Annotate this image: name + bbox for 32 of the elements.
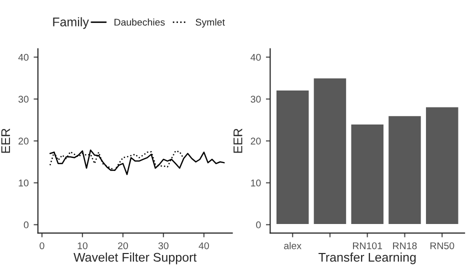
y-tick-label: 30 [18, 96, 29, 103]
y-tick-label: 40 [18, 54, 29, 61]
y-tick-label: 40 [250, 54, 261, 61]
bar [350, 123, 385, 226]
x-axis-title: Wavelet Filter Support [74, 252, 197, 264]
x-tick-label: 0 [40, 242, 44, 250]
x-tick-label: 10 [78, 242, 88, 250]
line-series [49, 150, 225, 176]
y-tick-label: 30 [250, 96, 261, 103]
bar [424, 106, 460, 226]
bar [387, 114, 422, 226]
y-tick-label: 10 [18, 180, 29, 186]
y-tick-label: 0 [256, 221, 261, 228]
y-tick-label: 20 [250, 138, 261, 145]
y-tick-label: 20 [18, 138, 29, 145]
y-tick-label: 10 [251, 180, 261, 186]
x-tick-label: 30 [158, 242, 168, 250]
x-tick-label: 40 [198, 242, 209, 250]
legend-title: Family [53, 17, 89, 29]
x-tick-label: 20 [118, 242, 128, 250]
y-tick-label: 0 [24, 221, 29, 228]
x-tick-label: RN101 [353, 242, 382, 250]
y-axis-title: EER [234, 128, 242, 153]
x-axis-title: Transfer Learning [318, 252, 416, 264]
bar [312, 76, 348, 226]
bar [275, 89, 310, 226]
legend-label: Symlet [196, 18, 225, 28]
x-tick-label: RN18 [393, 242, 417, 250]
y-axis-title: EER [1, 128, 10, 153]
legend-label: Daubechies [114, 18, 165, 26]
x-tick-label: RN50 [430, 242, 454, 250]
x-tick-label: alex [284, 242, 302, 250]
